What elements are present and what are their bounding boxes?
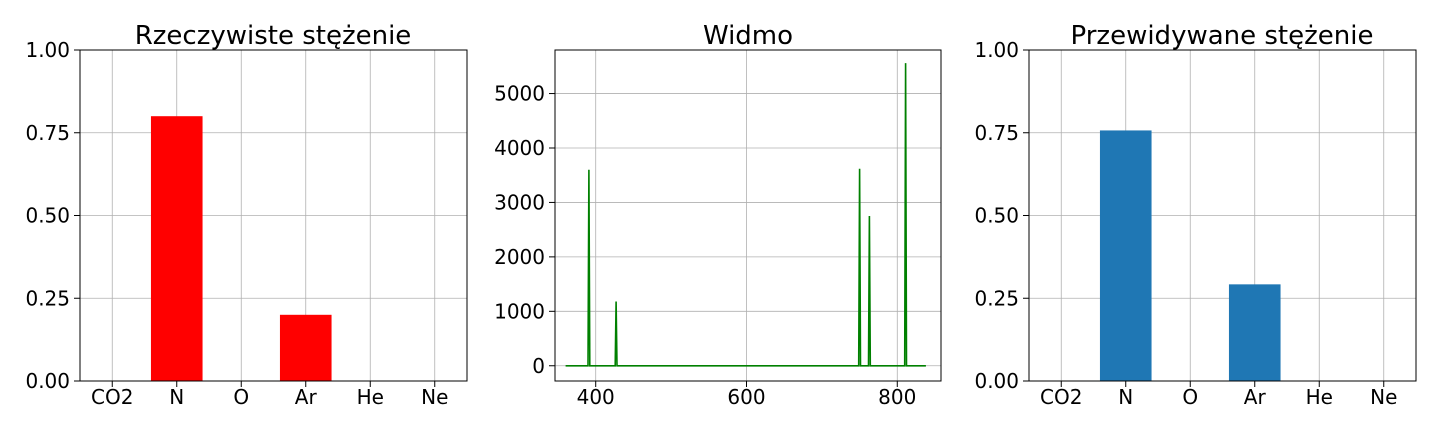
x-tick-label: 400 — [577, 385, 615, 409]
chart-title: Widmo — [703, 21, 793, 51]
y-tick-label: 0.50 — [974, 204, 1019, 228]
spectrum-line — [565, 63, 926, 367]
panel-spectrum: Widmo 0 1000 2000 3000 4000 5000 400 600 800 — [494, 21, 942, 409]
x-tick-label: Ne — [1370, 385, 1397, 409]
x-tick-label: CO2 — [91, 385, 133, 409]
x-tick-label: 600 — [727, 385, 765, 409]
panel-real-concentration: Rzeczywiste stężenie 0.00 0.25 0.50 0.75 1.0… — [25, 21, 468, 409]
x-tick-label: Ne — [421, 385, 448, 409]
y-tick-label: 0.00 — [25, 369, 70, 393]
x-tick-label: CO2 — [1040, 385, 1082, 409]
x-tick-label: He — [357, 385, 384, 409]
x-tick-label: 800 — [878, 385, 916, 409]
x-tick-label: O — [1182, 385, 1198, 409]
y-tick-label: 0 — [532, 354, 545, 378]
chart-title: Rzeczywiste stężenie — [135, 21, 412, 51]
y-tick-label: 5000 — [494, 82, 545, 106]
x-tick-label: Ar — [1244, 385, 1267, 409]
y-tick-label: 3000 — [494, 190, 545, 214]
x-tick-label: O — [233, 385, 249, 409]
x-tick-label: N — [169, 385, 184, 409]
y-tick-label: 1000 — [494, 299, 545, 323]
bar-ar — [279, 314, 332, 381]
y-tick-label: 1.00 — [974, 38, 1019, 62]
x-tick-label: N — [1118, 385, 1133, 409]
bar-ar — [1228, 284, 1281, 381]
y-tick-label: 0.50 — [25, 204, 70, 228]
y-tick-label: 0.75 — [974, 121, 1019, 145]
x-tick-label: He — [1306, 385, 1333, 409]
panel-predicted-concentration: Przewidywane stężenie 0.00 0.25 0.50 0.75 1.… — [974, 21, 1417, 409]
chart-title: Przewidywane stężenie — [1071, 21, 1374, 51]
y-tick-label: 2000 — [494, 245, 545, 269]
bar-n — [1099, 130, 1152, 381]
y-tick-label: 4000 — [494, 136, 545, 160]
y-tick-label: 0.25 — [974, 286, 1019, 310]
x-tick-label: Ar — [295, 385, 318, 409]
plot-frame — [554, 49, 942, 382]
y-tick-label: 0.75 — [25, 121, 70, 145]
y-tick-label: 1.00 — [25, 38, 70, 62]
y-tick-label: 0.25 — [25, 286, 70, 310]
y-tick-label: 0.00 — [974, 369, 1019, 393]
bar-n — [150, 116, 203, 381]
